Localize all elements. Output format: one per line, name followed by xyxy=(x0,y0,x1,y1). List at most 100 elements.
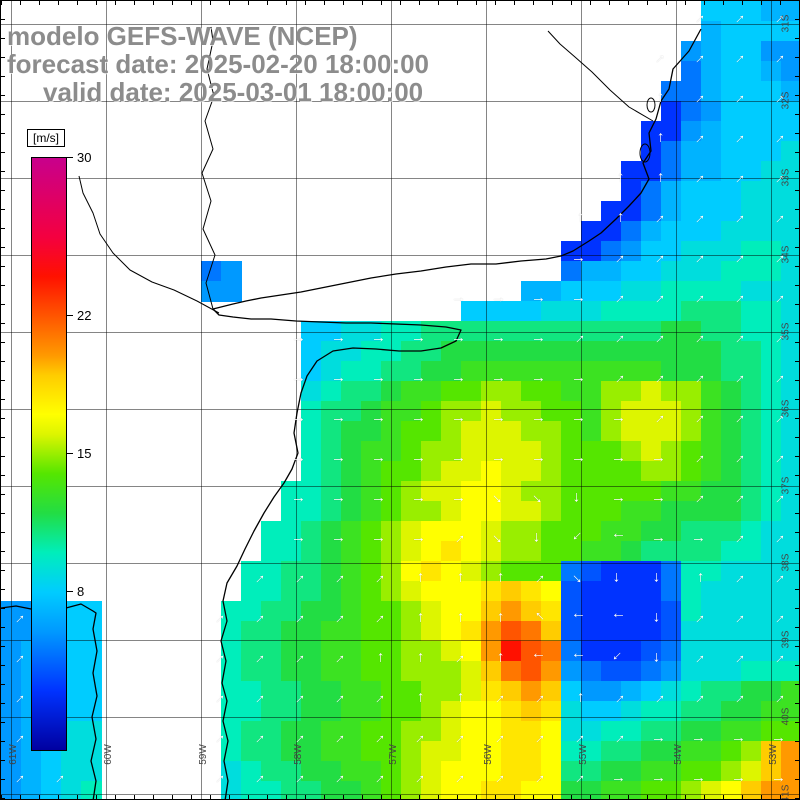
speed-cell xyxy=(601,741,622,762)
speed-cell xyxy=(81,661,102,682)
speed-cell xyxy=(541,341,562,362)
speed-cell xyxy=(401,661,422,682)
grid-line-horizontal xyxy=(1,486,799,487)
speed-cell xyxy=(381,621,402,642)
speed-cell xyxy=(781,1,799,22)
speed-cell xyxy=(281,681,302,702)
speed-cell xyxy=(281,481,302,502)
speed-cell xyxy=(741,481,762,502)
speed-cell xyxy=(561,401,582,422)
speed-cell xyxy=(481,301,502,322)
speed-cell xyxy=(781,141,799,162)
speed-cell xyxy=(721,561,742,582)
speed-cell xyxy=(281,521,302,542)
speed-cell xyxy=(741,1,762,22)
speed-cell xyxy=(701,221,722,242)
speed-cell xyxy=(641,621,662,642)
speed-cell xyxy=(461,541,482,562)
speed-cell xyxy=(721,781,742,799)
speed-cell xyxy=(701,41,722,62)
lon-label: 54W xyxy=(672,744,684,765)
speed-cell xyxy=(661,621,682,642)
speed-cell xyxy=(321,421,342,442)
speed-cell xyxy=(341,461,362,482)
speed-cell xyxy=(741,661,762,682)
speed-cell xyxy=(541,621,562,642)
speed-cell xyxy=(621,681,642,702)
speed-cell xyxy=(441,561,462,582)
speed-cell xyxy=(501,561,522,582)
speed-cell xyxy=(661,741,682,762)
speed-cell xyxy=(501,661,522,682)
speed-cell xyxy=(501,441,522,462)
speed-cell xyxy=(641,541,662,562)
speed-cell xyxy=(421,401,442,422)
speed-cell xyxy=(741,361,762,382)
speed-cell xyxy=(521,761,542,782)
speed-cell xyxy=(681,381,702,402)
speed-cell xyxy=(561,461,582,482)
speed-cell xyxy=(541,701,562,722)
speed-cell xyxy=(601,401,622,422)
speed-cell xyxy=(741,381,762,402)
speed-cell xyxy=(461,401,482,422)
speed-cell xyxy=(781,241,799,262)
speed-cell xyxy=(781,341,799,362)
speed-cell xyxy=(401,781,422,799)
speed-cell xyxy=(661,101,682,122)
speed-cell xyxy=(761,201,782,222)
speed-cell xyxy=(321,741,342,762)
speed-cell xyxy=(421,481,442,502)
speed-cell xyxy=(621,461,642,482)
colorbar-tick-mark xyxy=(67,157,73,158)
speed-cell xyxy=(341,521,362,542)
speed-cell xyxy=(401,541,422,562)
speed-cell xyxy=(581,221,602,242)
speed-cell xyxy=(361,741,382,762)
speed-cell xyxy=(1,721,22,742)
speed-cell xyxy=(581,461,602,482)
speed-cell xyxy=(781,521,799,542)
speed-cell xyxy=(401,321,422,342)
speed-cell xyxy=(761,61,782,82)
speed-cell xyxy=(281,581,302,602)
speed-cell xyxy=(241,641,262,662)
speed-cell xyxy=(361,561,382,582)
speed-cell xyxy=(581,601,602,622)
speed-cell xyxy=(681,621,702,642)
speed-cell xyxy=(761,541,782,562)
speed-cell xyxy=(481,461,502,482)
speed-cell xyxy=(681,661,702,682)
speed-cell xyxy=(621,201,642,222)
speed-cell xyxy=(581,641,602,662)
speed-cell xyxy=(361,381,382,402)
forecast-date-label: forecast date: 2025-02-20 18:00:00 xyxy=(7,49,430,79)
grid-line-vertical xyxy=(201,1,202,799)
colorbar-tick-mark xyxy=(67,314,73,316)
speed-cell xyxy=(561,601,582,622)
speed-cell xyxy=(721,61,742,82)
speed-cell xyxy=(321,701,342,722)
colorbar: [m/s] 30 22 15 8 xyxy=(27,129,123,773)
speed-cell xyxy=(621,541,642,562)
speed-cell xyxy=(1,781,22,799)
speed-cell xyxy=(521,601,542,622)
speed-cell xyxy=(241,721,262,742)
speed-cell xyxy=(781,321,799,342)
speed-cell xyxy=(741,81,762,102)
speed-cell xyxy=(621,281,642,302)
speed-cell xyxy=(721,401,742,422)
speed-cell xyxy=(301,461,322,482)
speed-cell xyxy=(721,481,742,502)
speed-cell xyxy=(641,721,662,742)
speed-cell xyxy=(461,321,482,342)
speed-cell xyxy=(681,241,702,262)
speed-cell xyxy=(361,441,382,462)
speed-cell xyxy=(521,521,542,542)
speed-cell xyxy=(501,581,522,602)
speed-cell xyxy=(421,521,442,542)
speed-cell xyxy=(501,601,522,622)
speed-cell xyxy=(401,381,422,402)
speed-cell xyxy=(761,321,782,342)
speed-cell xyxy=(741,201,762,222)
